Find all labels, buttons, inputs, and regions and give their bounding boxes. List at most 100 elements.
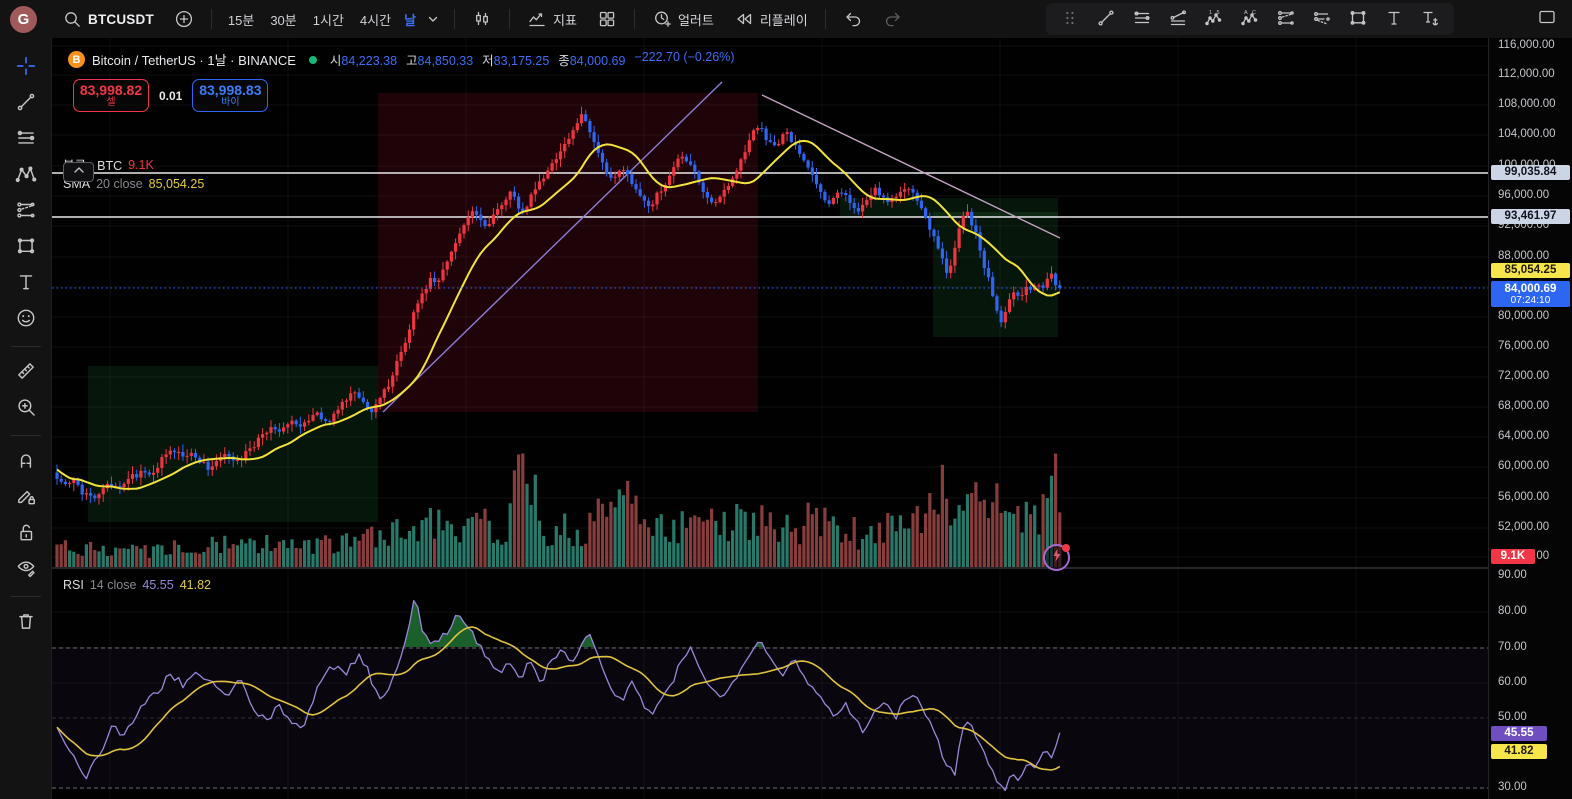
- sidebar-tool-fib-retracement[interactable]: [7, 122, 45, 156]
- axis-tick: 108,000.00: [1498, 98, 1556, 110]
- toolbar-separator: [633, 9, 635, 29]
- notification-dot: [1062, 544, 1070, 552]
- buy-button[interactable]: 83,998.83 바이: [192, 79, 269, 112]
- fib-retracement-icon: [15, 127, 37, 152]
- draw-tool-fib-retracement[interactable]: [1126, 5, 1158, 33]
- magnet-icon: [15, 449, 37, 474]
- redo-icon: [883, 9, 903, 29]
- undo-button[interactable]: [834, 4, 872, 34]
- open-value: 84,223.38: [341, 54, 398, 68]
- draw-tool-rectangle[interactable]: [1342, 5, 1374, 33]
- top-toolbar: G BTCUSDT 15분 30분 1시간 4시간 날 지표 얼러트: [0, 0, 1572, 38]
- close-label: 종: [558, 54, 570, 68]
- axis-tick: 30.00: [1498, 781, 1527, 793]
- pane-separator[interactable]: [52, 567, 1572, 569]
- draw-tool-anchored-text[interactable]: [1414, 5, 1446, 33]
- sidebar-tool-trend-line[interactable]: [7, 86, 45, 120]
- redo-button[interactable]: [874, 4, 912, 34]
- rsi-pane[interactable]: [52, 568, 1488, 799]
- user-avatar[interactable]: G: [10, 5, 37, 33]
- ohlc-values: 시84,223.38 고84,850.33 저83,175.25 종84,000…: [330, 50, 735, 69]
- sidebar-tool-zoom-in[interactable]: [7, 391, 45, 425]
- axis-tick: 70.00: [1498, 641, 1527, 653]
- sell-button[interactable]: 83,998.82 셀: [73, 79, 149, 112]
- quick-trade-button[interactable]: [1043, 544, 1070, 571]
- low-value: 83,175.25: [493, 54, 550, 68]
- interval-button-날[interactable]: 날: [399, 4, 421, 34]
- interval-button-4시간[interactable]: 4시간: [352, 4, 399, 34]
- rsi-legend[interactable]: RSI 14 close 45.55 41.82: [63, 578, 211, 592]
- axis-tick: 68,000.00: [1498, 400, 1550, 412]
- rectangle-icon: [1348, 8, 1368, 31]
- change-value: −222.70 (−0.26%): [634, 50, 735, 64]
- sidebar-tool-rectangle[interactable]: [7, 230, 45, 264]
- interval-menu-button[interactable]: [423, 4, 446, 34]
- interval-button-1시간[interactable]: 1시간: [305, 4, 352, 34]
- alert-button[interactable]: 얼러트: [643, 4, 723, 34]
- sidebar-tool-draw-lock[interactable]: [7, 480, 45, 514]
- multi-line-icon: [1168, 8, 1188, 31]
- sidebar-tool-ruler[interactable]: [7, 355, 45, 389]
- indicators-icon: [527, 9, 547, 29]
- sidebar-tool-crosshair[interactable]: [7, 50, 45, 84]
- draw-tool-text[interactable]: [1378, 5, 1410, 33]
- undo-icon: [843, 9, 863, 29]
- interval-button-30분[interactable]: 30분: [262, 4, 304, 34]
- alert-clock-icon: [652, 9, 672, 29]
- price-axis[interactable]: 116,000.00 112,000.00 108,000.00 104,000.00…: [1489, 38, 1572, 799]
- layout-grid-icon: [597, 9, 617, 29]
- legend-title[interactable]: Bitcoin / TetherUS · 1날 · BINANCE: [92, 53, 296, 68]
- svg-text:1: 1: [1209, 10, 1212, 16]
- forecast-b-icon: [1312, 8, 1332, 31]
- low-label: 저: [482, 54, 494, 68]
- interval-button-15분[interactable]: 15분: [220, 4, 262, 34]
- axis-price-badge: 84,000.69 07:24:10: [1491, 281, 1570, 307]
- sidebar-tool-emoji[interactable]: [7, 302, 45, 336]
- collapse-button[interactable]: [63, 162, 94, 182]
- draw-tool-forecast-a[interactable]: [1270, 5, 1302, 33]
- draw-tool-forecast-b[interactable]: [1306, 5, 1338, 33]
- symbol-search-button[interactable]: BTCUSDT: [53, 4, 163, 34]
- price-pane[interactable]: [52, 38, 1488, 568]
- axis-tick: 88,000.00: [1498, 250, 1550, 262]
- chart-area[interactable]: B Bitcoin / TetherUS · 1날 · BINANCE 시84,…: [52, 38, 1488, 799]
- sidebar-tool-lock-open[interactable]: [7, 516, 45, 550]
- sidebar-tool-xabcd-pattern[interactable]: [7, 158, 45, 192]
- replay-button[interactable]: 리플레이: [725, 4, 817, 34]
- sma-params: 20 close: [96, 177, 143, 191]
- drag-handle[interactable]: [1054, 5, 1086, 33]
- draw-tool-trend-line[interactable]: [1090, 5, 1122, 33]
- chart-style-button[interactable]: [463, 4, 501, 34]
- sidebar-tool-trash[interactable]: [7, 605, 45, 639]
- sell-price: 83,998.82: [79, 81, 143, 98]
- svg-text:C: C: [1252, 10, 1256, 16]
- sidebar-tool-text[interactable]: [7, 266, 45, 300]
- alert-label: 얼러트: [677, 12, 714, 28]
- quantity-field[interactable]: 0.01: [159, 88, 183, 103]
- compare-add-button[interactable]: [165, 4, 203, 34]
- draw-tool-multi-line[interactable]: [1162, 5, 1194, 33]
- axis-tick: 80,000.00: [1498, 310, 1550, 322]
- rsi-value: 45.55: [142, 578, 174, 592]
- axis-tick: 80.00: [1498, 605, 1527, 617]
- axis-tick: 112,000.00: [1498, 68, 1555, 80]
- market-status-dot[interactable]: [308, 55, 317, 64]
- replay-label: 리플레이: [759, 12, 808, 28]
- sidebar-tool-magnet[interactable]: [7, 444, 45, 478]
- indicators-button[interactable]: 지표: [518, 4, 586, 34]
- sidebar-tool-hide-drawings[interactable]: [7, 552, 45, 586]
- sidebar-tool-forecast-a[interactable]: [7, 194, 45, 228]
- panel-toggle-button[interactable]: [1537, 7, 1557, 30]
- axis-tick: 64,000.00: [1498, 430, 1550, 442]
- xabcd-pattern-icon: [15, 163, 37, 188]
- layout-grid-button[interactable]: [588, 4, 626, 34]
- axis-price-badge: 93,461.97: [1491, 208, 1570, 224]
- svg-text:A: A: [1244, 10, 1248, 16]
- sma-legend[interactable]: SMA 20 close 85,054.25: [63, 177, 204, 191]
- open-label: 시: [329, 54, 342, 68]
- rsi-params: 14 close: [89, 578, 137, 592]
